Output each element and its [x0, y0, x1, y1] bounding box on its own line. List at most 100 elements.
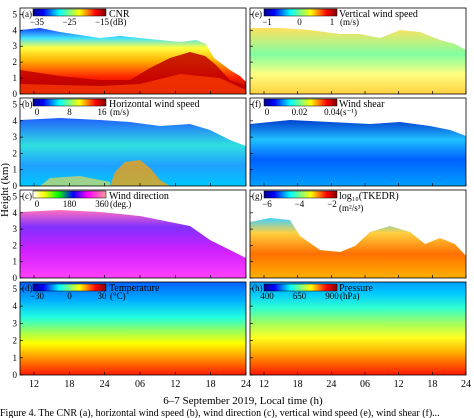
panel-b-ytick-label: 5: [13, 100, 18, 110]
panel-a-surface-layer: [20, 74, 246, 94]
x-axis-label: 6–7 September 2019, Local time (h): [163, 395, 323, 407]
panel-e-title: Vertical wind speed: [339, 9, 418, 20]
panel-b-ytick-label: 3: [13, 132, 18, 142]
panel-a-colorbar-tick: −35: [30, 17, 45, 27]
panel-h-frame: [249, 281, 467, 376]
panel-c-data-field: [20, 210, 246, 278]
panel-a-ytick-label: 2: [13, 57, 18, 67]
panel-b-colorbar-tick: 0: [35, 107, 40, 117]
panel-g-letter: (g): [252, 191, 263, 201]
panel-d-letter: (d): [22, 283, 33, 293]
panel-f-colorbar-tick: 0.04: [324, 107, 340, 117]
colorbar-e: [263, 8, 338, 17]
panel-a-ytick-label: 3: [13, 41, 18, 51]
panel-b-ytick-label: 4: [13, 116, 18, 126]
panel-d-colorbar-tick: 0: [67, 291, 72, 301]
panel-b-horizontal-wind: [20, 98, 246, 186]
panel-d-xtick-label: 12: [29, 379, 39, 390]
figure-caption: Figure 4. The CNR (a), horizontal wind s…: [0, 409, 440, 418]
panel-d-frame: [19, 281, 247, 376]
panel-d-data-field: [20, 282, 246, 375]
panel-a-cnr: [20, 8, 246, 94]
panel-f-wind-shear: [250, 98, 466, 186]
y-axis-label: Height (km): [0, 163, 11, 217]
panel-d-ytick-label: 5: [13, 284, 18, 294]
panel-b-title: Horizontal wind speed: [109, 99, 200, 110]
panel-b-frame: [19, 97, 247, 187]
panel-d-xtick-label: 06: [135, 379, 145, 390]
panel-a-title: CNR: [109, 9, 130, 20]
panel-c-ytick-label: 4: [13, 208, 18, 218]
panel-h-pressure: [250, 282, 466, 375]
panel-f-colorbar-tick: 0: [265, 107, 270, 117]
panel-h-xtick-label: 18: [427, 379, 437, 390]
panel-c-unit: (deg.): [110, 199, 131, 209]
panel-d-xtick-label: 24: [100, 379, 110, 390]
panel-b-data-field: [20, 118, 246, 186]
panel-d-xtick-label: 12: [170, 379, 180, 390]
panel-b-ytick-label: 0: [13, 181, 18, 191]
panel-c-ytick-label: 5: [13, 192, 18, 202]
panel-f-data-field: [250, 120, 466, 186]
panel-c-ytick-label: 0: [13, 273, 18, 283]
panel-c-letter: (c): [22, 191, 32, 201]
panel-h-letter: (h): [252, 283, 263, 293]
panel-b-letter: (b): [22, 99, 33, 109]
panel-d-xtick-label: 18: [206, 379, 216, 390]
panel-c-frame: [19, 189, 247, 279]
panel-d-xtick-label: 18: [64, 379, 74, 390]
panel-d-title: Temperature: [109, 283, 160, 294]
panel-a-ytick-label: 5: [13, 9, 18, 19]
panel-c-ytick-label: 1: [13, 257, 18, 267]
panel-g-colorbar-tick: −4: [295, 199, 305, 209]
panel-b-colorbar-tick: 8: [67, 107, 72, 117]
panel-h-colorbar-tick: 400: [260, 291, 274, 301]
colorbar-g: [263, 190, 338, 199]
panel-h-xtick-label: 06: [360, 379, 370, 390]
panel-b-colorbar-tick: 16: [98, 107, 108, 117]
panel-b-ytick-label: 2: [13, 148, 18, 158]
panel-h-xtick-label: 24: [326, 379, 336, 390]
panel-d-ytick-label: 3: [13, 318, 18, 328]
panel-d-ytick-label: 1: [13, 353, 18, 363]
panel-d-ytick-label: 0: [13, 370, 18, 380]
panel-g-frame: [249, 189, 467, 279]
panel-e-colorbar-tick: 0: [297, 17, 302, 27]
panel-h-colorbar-tick: 900: [325, 291, 339, 301]
panel-g-colorbar-tick: −6: [262, 199, 272, 209]
panel-e-data-field: [250, 28, 466, 94]
panel-e-colorbar-tick: −1: [262, 17, 272, 27]
panel-a-colorbar-tick: −25: [62, 17, 77, 27]
panel-d-unit: (°C): [110, 291, 126, 301]
panel-f-colorbar-tick: 0.02: [292, 107, 308, 117]
panel-h-xtick-label: 12: [259, 379, 269, 390]
panel-g-unit: (m²/s³): [339, 203, 363, 213]
panel-a-unit: (dB): [110, 17, 127, 27]
panel-f-title: Wind shear: [339, 99, 385, 110]
panel-a-colorbar-tick: −15: [95, 17, 110, 27]
panel-a-ytick-label: 0: [13, 89, 18, 99]
colorbar-b: [32, 98, 107, 107]
panel-a-ytick-label: 4: [13, 25, 18, 35]
panel-b-low-jet: [110, 160, 170, 186]
panel-d-colorbar-tick: −30: [30, 291, 45, 301]
panel-d-colorbar-tick: 30: [98, 291, 108, 301]
panel-d-xtick-label: 24: [241, 379, 251, 390]
colorbar-d: [32, 283, 107, 292]
panel-c-colorbar-tick: 0: [35, 199, 40, 209]
panel-e-vertical-wind: [250, 8, 466, 94]
panel-h-title: Pressure: [339, 283, 373, 294]
panel-c-colorbar-tick: 360: [95, 199, 109, 209]
panel-c-ytick-label: 2: [13, 240, 18, 250]
panel-b-unit: (m/s): [110, 107, 129, 117]
panel-e-colorbar-tick: 1: [330, 17, 335, 27]
panel-c-colorbar-tick: 180: [63, 199, 77, 209]
colorbar-a: [32, 8, 107, 17]
panel-g-title: log₁₀(TKEDR): [339, 191, 399, 202]
panel-g-tkedr: [250, 190, 466, 278]
colorbar-h: [263, 283, 338, 292]
panel-f-letter: (f): [252, 99, 261, 109]
panel-h-xtick-label: 18: [293, 379, 303, 390]
